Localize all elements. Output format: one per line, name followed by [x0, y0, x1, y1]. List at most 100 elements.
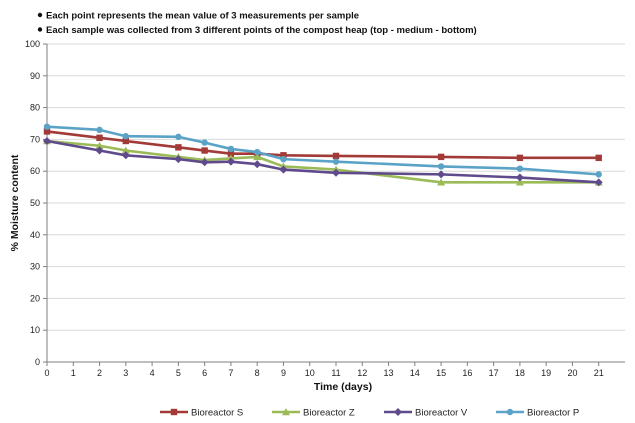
data-point-diamond [332, 168, 340, 177]
legend-label: Bioreactor P [527, 408, 579, 419]
legend-label: Bioreactor Z [303, 408, 355, 419]
data-point-square [516, 154, 524, 162]
gridlines [47, 43, 625, 331]
data-point-triangle [95, 141, 104, 149]
data-point-square [122, 137, 130, 145]
data-point-circle [506, 408, 514, 416]
data-point-circle [516, 165, 524, 172]
data-point-square [201, 147, 208, 154]
data-point-circle [201, 139, 208, 146]
legend-label: Bioreactor V [415, 408, 468, 419]
legend-label: Bioreactor S [191, 408, 243, 419]
data-point-diamond [253, 160, 262, 169]
x-tick-label: 17 [489, 368, 499, 378]
data-point-triangle [282, 408, 290, 416]
x-tick-label: 18 [515, 368, 525, 378]
x-tick-label: 0 [44, 368, 49, 378]
x-tick-label: 4 [150, 368, 155, 378]
y-tick-label: 30 [30, 262, 40, 272]
y-tick-label: 70 [30, 134, 40, 144]
data-point-square [595, 154, 602, 162]
y-tick-label: 90 [30, 71, 40, 81]
data-point-diamond [43, 136, 51, 145]
y-tick-label: 10 [30, 325, 40, 335]
data-point-circle [122, 133, 130, 140]
series-line-bioreactor-p [46, 125, 599, 176]
data-point-square [332, 152, 340, 160]
x-tick-label: 12 [357, 368, 367, 378]
data-point-square [175, 144, 182, 151]
data-point-diamond [279, 165, 288, 174]
series-line-bioreactor-z [46, 139, 599, 184]
x-tick-label: 3 [123, 368, 128, 378]
data-point-circle [253, 148, 261, 156]
x-tick-label: 21 [594, 368, 604, 378]
series-bioreactor-v [43, 136, 603, 187]
data-point-circle [437, 163, 445, 170]
series-lines [43, 123, 603, 187]
data-point-circle [227, 145, 235, 153]
y-tick-label: 40 [30, 230, 40, 240]
y-axis-title: % Moisture content [9, 154, 21, 251]
y-tick-label: 50 [30, 198, 40, 208]
data-point-square [437, 153, 445, 161]
data-point-triangle [253, 152, 262, 161]
legend-item-bioreactor-v: Bioreactor V [384, 408, 468, 419]
x-tick-label: 7 [228, 368, 233, 378]
series-line-bioreactor-s [46, 130, 599, 160]
data-point-triangle [437, 178, 446, 186]
note-1: Each point represents the mean value of … [46, 11, 359, 22]
x-tick-label: 10 [305, 368, 315, 378]
data-point-diamond [394, 408, 402, 416]
x-tick-label: 16 [462, 368, 472, 378]
data-point-circle [96, 126, 103, 134]
data-point-circle [595, 171, 602, 178]
y-tick-label: 100 [25, 39, 40, 49]
x-tick-label: 14 [410, 368, 420, 378]
series-bioreactor-p [43, 123, 602, 178]
y-tick-label: 0 [35, 357, 40, 367]
x-tick-label: 9 [281, 368, 286, 378]
note-bullet [37, 27, 43, 32]
x-tick-label: 15 [436, 368, 446, 378]
data-point-diamond [594, 178, 603, 187]
data-point-square [170, 408, 178, 416]
note-bullet [37, 12, 43, 18]
note-2: Each sample was collected from 3 differe… [46, 25, 477, 36]
series-line-bioreactor-v [46, 139, 599, 184]
data-point-square [280, 152, 287, 159]
data-point-diamond [121, 151, 130, 160]
x-tick-label: 13 [384, 368, 394, 378]
data-point-circle [332, 158, 340, 165]
x-axis-title: Time (days) [314, 381, 372, 393]
x-tick-label: 2 [97, 368, 102, 378]
data-point-triangle [121, 146, 130, 154]
data-point-square [96, 134, 103, 142]
x-tick-label: 6 [202, 368, 207, 378]
data-point-circle [175, 133, 182, 141]
x-tick-label: 20 [567, 368, 577, 378]
x-tick-label: 1 [71, 368, 76, 378]
legend-item-bioreactor-z: Bioreactor Z [272, 408, 355, 419]
y-tick-label: 20 [30, 293, 40, 303]
data-point-diamond [174, 155, 183, 164]
data-point-triangle [515, 178, 524, 186]
data-point-diamond [95, 146, 104, 155]
data-point-square [227, 150, 235, 157]
chart-notes: Each point represents the mean value of … [37, 11, 477, 36]
data-point-square [43, 128, 51, 135]
x-tick-label: 8 [255, 368, 260, 378]
x-tick-label: 19 [541, 368, 551, 378]
data-point-circle [280, 155, 287, 163]
legend-item-bioreactor-p: Bioreactor P [496, 408, 579, 419]
data-point-diamond [226, 157, 235, 166]
y-tick-label: 60 [30, 166, 40, 176]
legend: Bioreactor S Bioreactor Z Bioreactor V Bior… [160, 408, 579, 419]
legend-item-bioreactor-s: Bioreactor S [160, 408, 243, 419]
x-tick-label: 11 [331, 368, 340, 378]
data-point-diamond [437, 170, 446, 179]
axes [43, 43, 625, 366]
